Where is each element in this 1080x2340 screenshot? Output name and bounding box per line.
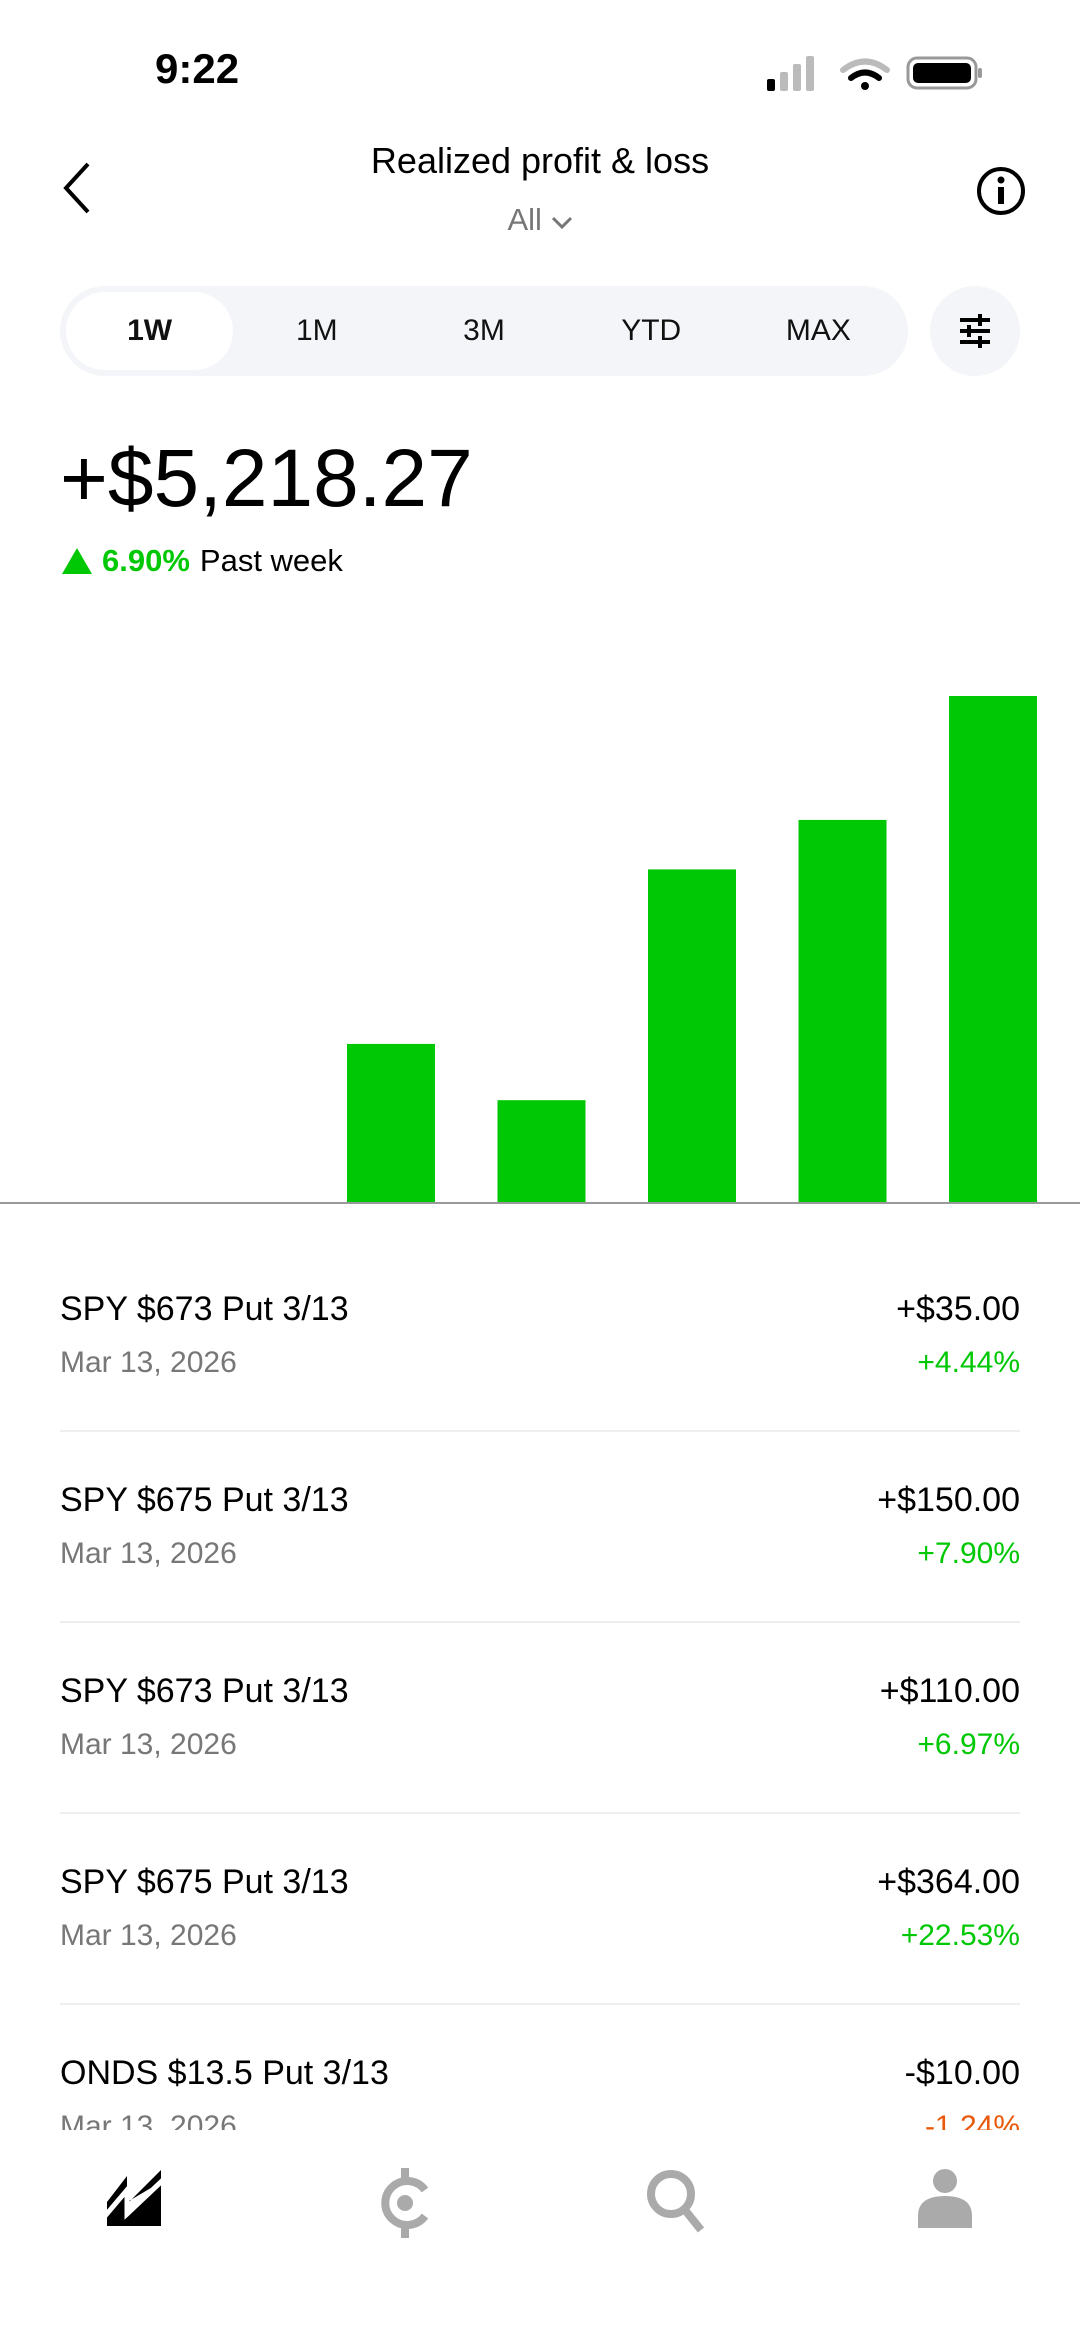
account-filter-label: All (507, 202, 542, 237)
trade-row[interactable]: SPY $675 Put 3/13 Mar 13, 2026 +$150.00 … (60, 1431, 1020, 1623)
info-button[interactable] (975, 165, 1027, 217)
trade-name: SPY $673 Put 3/13 (60, 1672, 349, 1710)
change-summary: 6.90% Past week (62, 543, 343, 579)
trade-percent: +7.90% (917, 1537, 1020, 1570)
signal-icon (767, 79, 775, 91)
nav-crypto[interactable] (270, 2130, 540, 2340)
chart-icon (105, 2170, 165, 2226)
status-time: 9:22 (155, 45, 240, 92)
wifi-icon (840, 58, 890, 90)
sliders-icon (960, 314, 990, 348)
trade-row[interactable]: SPY $673 Put 3/13 Mar 13, 2026 +$35.00 +… (60, 1240, 1020, 1432)
trade-row[interactable]: SPY $675 Put 3/13 Mar 13, 2026 +$364.00 … (60, 1813, 1020, 2005)
trade-row[interactable]: SPY $673 Put 3/13 Mar 13, 2026 +$110.00 … (60, 1622, 1020, 1814)
filter-button[interactable] (930, 286, 1020, 376)
trade-value: +$364.00 (877, 1863, 1020, 1901)
range-selector: 1W 1M 3M YTD MAX (60, 286, 908, 376)
status-icons (767, 56, 982, 91)
chart-bar[interactable] (949, 696, 1037, 1202)
nav-investing[interactable] (0, 2130, 270, 2340)
range-max[interactable]: MAX (785, 314, 851, 347)
nav-search[interactable] (540, 2130, 810, 2340)
trade-percent: +22.53% (900, 1919, 1020, 1952)
trade-date: Mar 13, 2026 (60, 1919, 237, 1952)
search-icon (647, 2170, 705, 2233)
battery-icon (906, 56, 982, 90)
trade-name: SPY $675 Put 3/13 (60, 1863, 349, 1901)
trade-date: Mar 13, 2026 (60, 1346, 237, 1379)
range-1m[interactable]: 1M (295, 314, 338, 347)
chart-bar[interactable] (648, 869, 736, 1202)
bottom-nav (0, 2130, 1080, 2340)
trade-row[interactable]: ONDS $13.5 Put 3/13 Mar 13, 2026 -$10.00… (60, 2004, 1020, 2130)
change-percent: 6.90% (102, 543, 190, 578)
chevron-down-icon (551, 216, 572, 230)
trade-name: SPY $673 Put 3/13 (60, 1290, 349, 1328)
trade-list: SPY $673 Put 3/13 Mar 13, 2026 +$35.00 +… (0, 1240, 1080, 2130)
total-realized-pl: +$5,218.27 (60, 433, 473, 524)
triangle-up-icon (62, 548, 92, 574)
crypto-icon (381, 2168, 429, 2238)
range-ytd[interactable]: YTD (621, 314, 682, 347)
trade-value: -$10.00 (904, 2054, 1020, 2092)
account-filter-dropdown[interactable]: All (0, 202, 1080, 238)
range-3m[interactable]: 3M (463, 314, 505, 347)
trade-date: Mar 13, 2026 (60, 1537, 237, 1570)
chart-bar[interactable] (347, 1043, 435, 1202)
trade-percent: +4.44% (917, 1346, 1020, 1379)
trade-date: Mar 13, 2026 (60, 1728, 237, 1761)
chart-bar[interactable] (497, 1100, 586, 1202)
range-1w[interactable]: 1W (66, 292, 234, 370)
trade-percent: -1.24% (924, 2110, 1020, 2130)
trade-name: SPY $675 Put 3/13 (60, 1481, 349, 1519)
trade-value: +$150.00 (877, 1481, 1020, 1519)
trade-name: ONDS $13.5 Put 3/13 (60, 2054, 389, 2092)
account-icon (918, 2169, 972, 2228)
nav-account[interactable] (810, 2130, 1080, 2340)
trade-value: +$110.00 (879, 1672, 1020, 1710)
trade-value: +$35.00 (896, 1290, 1020, 1328)
chart-bar[interactable] (798, 819, 887, 1202)
change-period: Past week (199, 543, 343, 578)
trade-date: Mar 13, 2026 (60, 2110, 237, 2130)
back-button[interactable] (60, 160, 96, 216)
trade-percent: +6.97% (917, 1728, 1020, 1761)
page-title: Realized profit & loss (370, 140, 710, 181)
pl-bar-chart (0, 696, 1080, 1204)
